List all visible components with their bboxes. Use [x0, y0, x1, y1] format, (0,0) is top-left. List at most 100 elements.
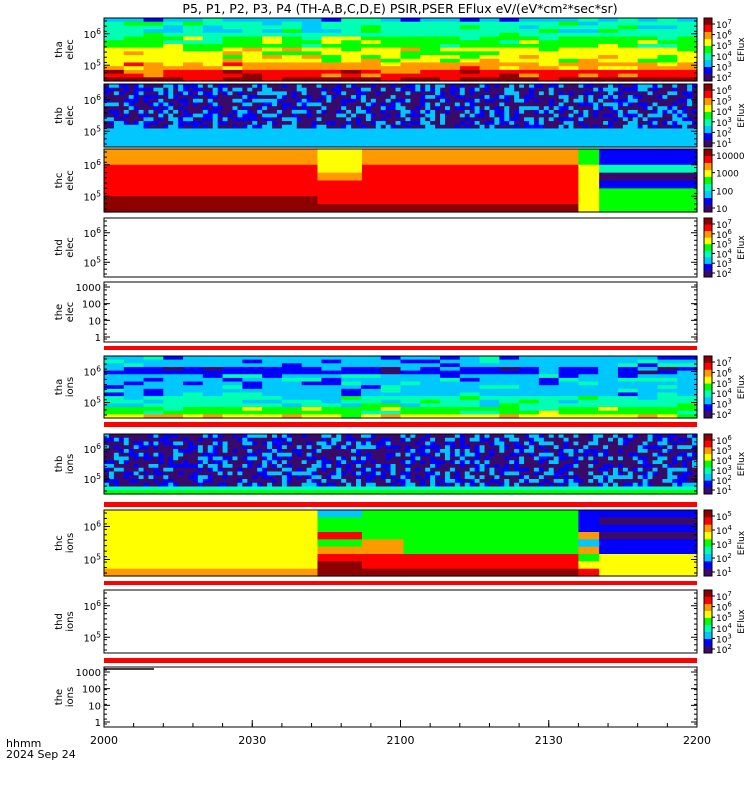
spectrogram-cell [499, 434, 505, 439]
spectrogram-cell [608, 113, 614, 118]
spectrogram-cell [148, 460, 155, 465]
spectrogram-cell [558, 58, 579, 64]
spectrogram-cell [400, 95, 407, 100]
spectrogram-cell [469, 95, 476, 100]
spectrogram-cell [296, 128, 303, 133]
spectrogram-cell [183, 62, 204, 67]
spectrogram-cell [410, 460, 416, 465]
spectrogram-cell [183, 109, 189, 115]
spectrogram-cell [247, 143, 253, 148]
spectrogram-cell [538, 460, 545, 465]
spectrogram-cell [326, 437, 332, 443]
spectrogram-cell [603, 124, 609, 130]
spectrogram-cell [657, 32, 678, 38]
spectrogram-cell [267, 467, 273, 473]
spectrogram-cell [326, 135, 332, 141]
spectrogram-cell [153, 106, 159, 111]
spectrogram-cell [538, 25, 560, 30]
spectrogram-cell [617, 407, 639, 412]
spectrogram-cell [113, 471, 120, 476]
spectrogram-cell [296, 95, 303, 100]
spectrogram-cell [272, 452, 278, 458]
spectrogram-cell [242, 66, 263, 71]
spectrogram-cell [504, 479, 510, 484]
spectrogram-cell [247, 102, 253, 107]
spectrogram-cell [291, 460, 298, 465]
spectrogram-cell [563, 113, 570, 118]
spectrogram-cell [474, 434, 481, 439]
spectrogram-cell [113, 479, 120, 484]
spectrogram-cell [113, 98, 120, 104]
spectrogram-cell [410, 467, 416, 473]
spectrogram-cell [588, 102, 594, 107]
spectrogram-cell [262, 135, 268, 141]
spectrogram-cell [583, 128, 589, 133]
spectrogram-cell [232, 456, 239, 461]
spectrogram-cell [454, 456, 461, 461]
spectrogram-cell [178, 479, 184, 484]
spectrogram-cell [682, 106, 688, 111]
spectrogram-cell [178, 464, 184, 469]
spectrogram-cell [138, 139, 145, 144]
spectrogram-cell [474, 87, 481, 93]
spectrogram-cell [202, 356, 224, 361]
spectrogram-cell [232, 479, 239, 484]
figure-title: P5, P1, P2, P3, P4 (TH-A,B,C,D,E) PSIR,P… [182, 1, 617, 16]
spectrogram-cell [153, 132, 159, 137]
spectrogram-cell [262, 43, 283, 49]
spectrogram-cell [262, 437, 268, 443]
spectrogram-cell [207, 113, 214, 118]
spectrogram-cell [360, 66, 382, 71]
spectrogram-cell [183, 399, 204, 405]
spectrogram-cell [444, 121, 451, 126]
spectrogram-cell [262, 471, 268, 476]
spectrogram-cell [188, 452, 194, 458]
spectrogram-cell [543, 139, 550, 144]
spectrogram-cell [459, 135, 466, 141]
spectrogram-cell [400, 124, 407, 130]
spectrogram-cell [593, 117, 599, 122]
spectrogram-cell [317, 180, 363, 189]
spectrogram-cell [528, 95, 535, 100]
spectrogram-cell [202, 437, 209, 443]
spectrogram-cell [222, 58, 243, 64]
spectrogram-cell [257, 95, 263, 100]
spectrogram-cell [375, 106, 382, 111]
spectrogram-cell [390, 449, 397, 454]
spectrogram-cell [479, 77, 500, 82]
spectrogram-cell [321, 441, 327, 446]
spectrogram-cell [599, 188, 698, 197]
spectrogram-cell [178, 98, 184, 104]
spectrogram-cell [188, 464, 194, 469]
spectrogram-cell [484, 464, 491, 469]
spectrogram-cell [563, 117, 570, 122]
spectrogram-cell [212, 460, 219, 465]
spectrogram-cell [108, 87, 115, 93]
spectrogram-cell [677, 18, 698, 23]
spectrogram-cell [410, 475, 416, 480]
spectrogram-cell [306, 475, 313, 480]
spectrogram-cell [183, 388, 204, 394]
spectrogram-cell [291, 445, 298, 450]
spectrogram-cell [262, 87, 268, 93]
spectrogram-cell [469, 441, 476, 446]
spectrogram-cell [612, 441, 619, 446]
spectrogram-cell [321, 366, 342, 372]
spectrogram-cell [499, 128, 505, 133]
spectrogram-cell [533, 87, 540, 93]
spectrogram-cell [677, 479, 683, 484]
spectrogram-cell [652, 117, 659, 122]
spectrogram-cell [123, 18, 145, 23]
spectrogram-cell [538, 132, 545, 137]
spectrogram-cell [360, 77, 382, 82]
spectrogram-cell [612, 98, 619, 104]
spectrogram-cell [593, 113, 599, 118]
spectrogram-cell [479, 87, 486, 93]
spectrogram-cell [444, 98, 451, 104]
spectrogram-cell [321, 437, 327, 443]
spectrogram-cell [296, 471, 303, 476]
spectrogram-cell [612, 464, 619, 469]
spectrogram-cell [652, 113, 659, 118]
spectrogram-cell [662, 113, 668, 118]
